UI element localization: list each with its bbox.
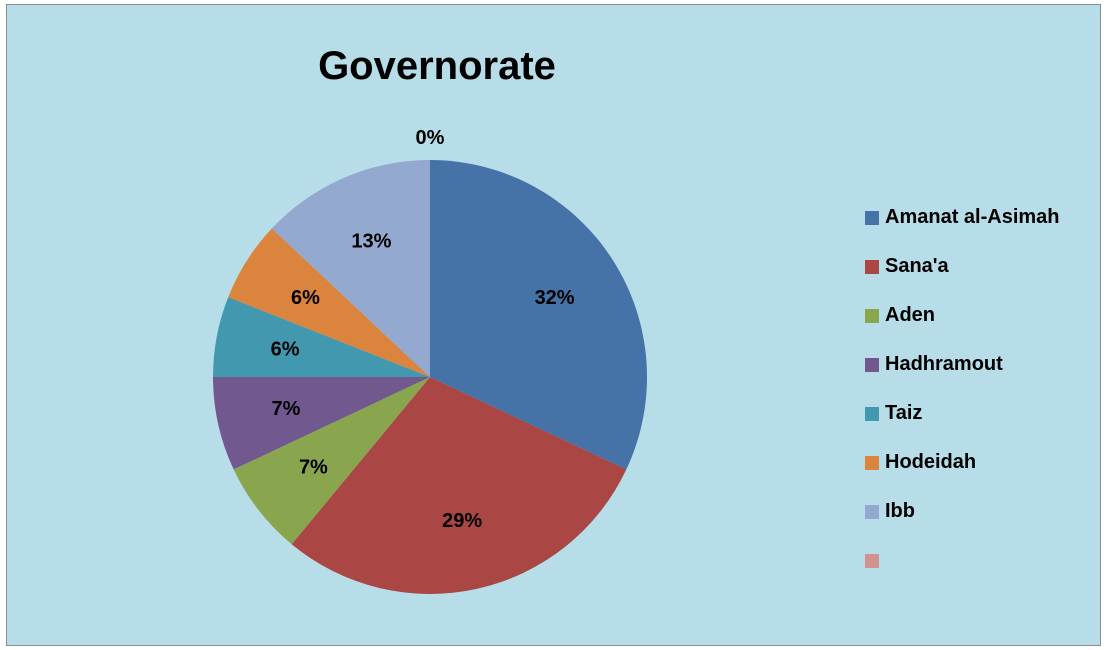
pie-slice-hadhramout xyxy=(213,377,430,470)
legend-swatch xyxy=(865,308,879,323)
legend-label: Hodeidah xyxy=(885,451,977,473)
legend-swatch xyxy=(865,553,879,568)
legend-label: Taiz xyxy=(885,402,923,424)
pie-slice-amanat-al-asimah xyxy=(430,160,647,470)
legend-label: Aden xyxy=(885,304,935,326)
legend-swatch xyxy=(865,455,879,470)
legend-item-hodeidah: Hodeidah xyxy=(865,438,1060,487)
legend-label: Ibb xyxy=(885,500,915,522)
data-label-slice-7: 0% xyxy=(416,127,445,149)
legend-label: Amanat al-Asimah xyxy=(885,206,1060,228)
legend-item-ibb: Ibb xyxy=(865,487,1060,536)
data-label-amanat-al-asimah: 32% xyxy=(535,287,575,309)
data-label-hadhramout: 7% xyxy=(272,398,301,420)
legend-swatch xyxy=(865,504,879,519)
legend-swatch xyxy=(865,210,879,225)
legend-item-sana-a: Sana'a xyxy=(865,242,1060,291)
pie-slice-ibb xyxy=(271,160,430,377)
data-label-hodeidah: 6% xyxy=(291,287,320,309)
legend-swatch xyxy=(865,406,879,421)
pie-slice-taiz xyxy=(213,297,430,377)
legend-item-slice-7 xyxy=(865,536,1060,585)
legend-swatch xyxy=(865,357,879,372)
legend-label: Hadhramout xyxy=(885,353,1003,375)
chart-title: Governorate xyxy=(318,44,556,88)
chart-legend: Amanat al-Asimah Sana'a Aden Hadhramout Taiz… xyxy=(865,193,1060,585)
legend-label: Sana'a xyxy=(885,255,949,277)
legend-item-hadhramout: Hadhramout xyxy=(865,340,1060,389)
legend-item-taiz: Taiz xyxy=(865,389,1060,438)
pie-slice-aden xyxy=(233,377,430,545)
pie-slice-hodeidah xyxy=(228,228,430,377)
data-label-taiz: 6% xyxy=(271,338,300,360)
data-label-sana-a: 29% xyxy=(442,510,482,532)
legend-swatch xyxy=(865,259,879,274)
legend-item-aden: Aden xyxy=(865,291,1060,340)
pie-slice-sana-a xyxy=(291,377,627,594)
data-label-ibb: 13% xyxy=(351,231,391,253)
legend-item-amanat-al-asimah: Amanat al-Asimah xyxy=(865,193,1060,242)
data-label-aden: 7% xyxy=(299,456,328,478)
